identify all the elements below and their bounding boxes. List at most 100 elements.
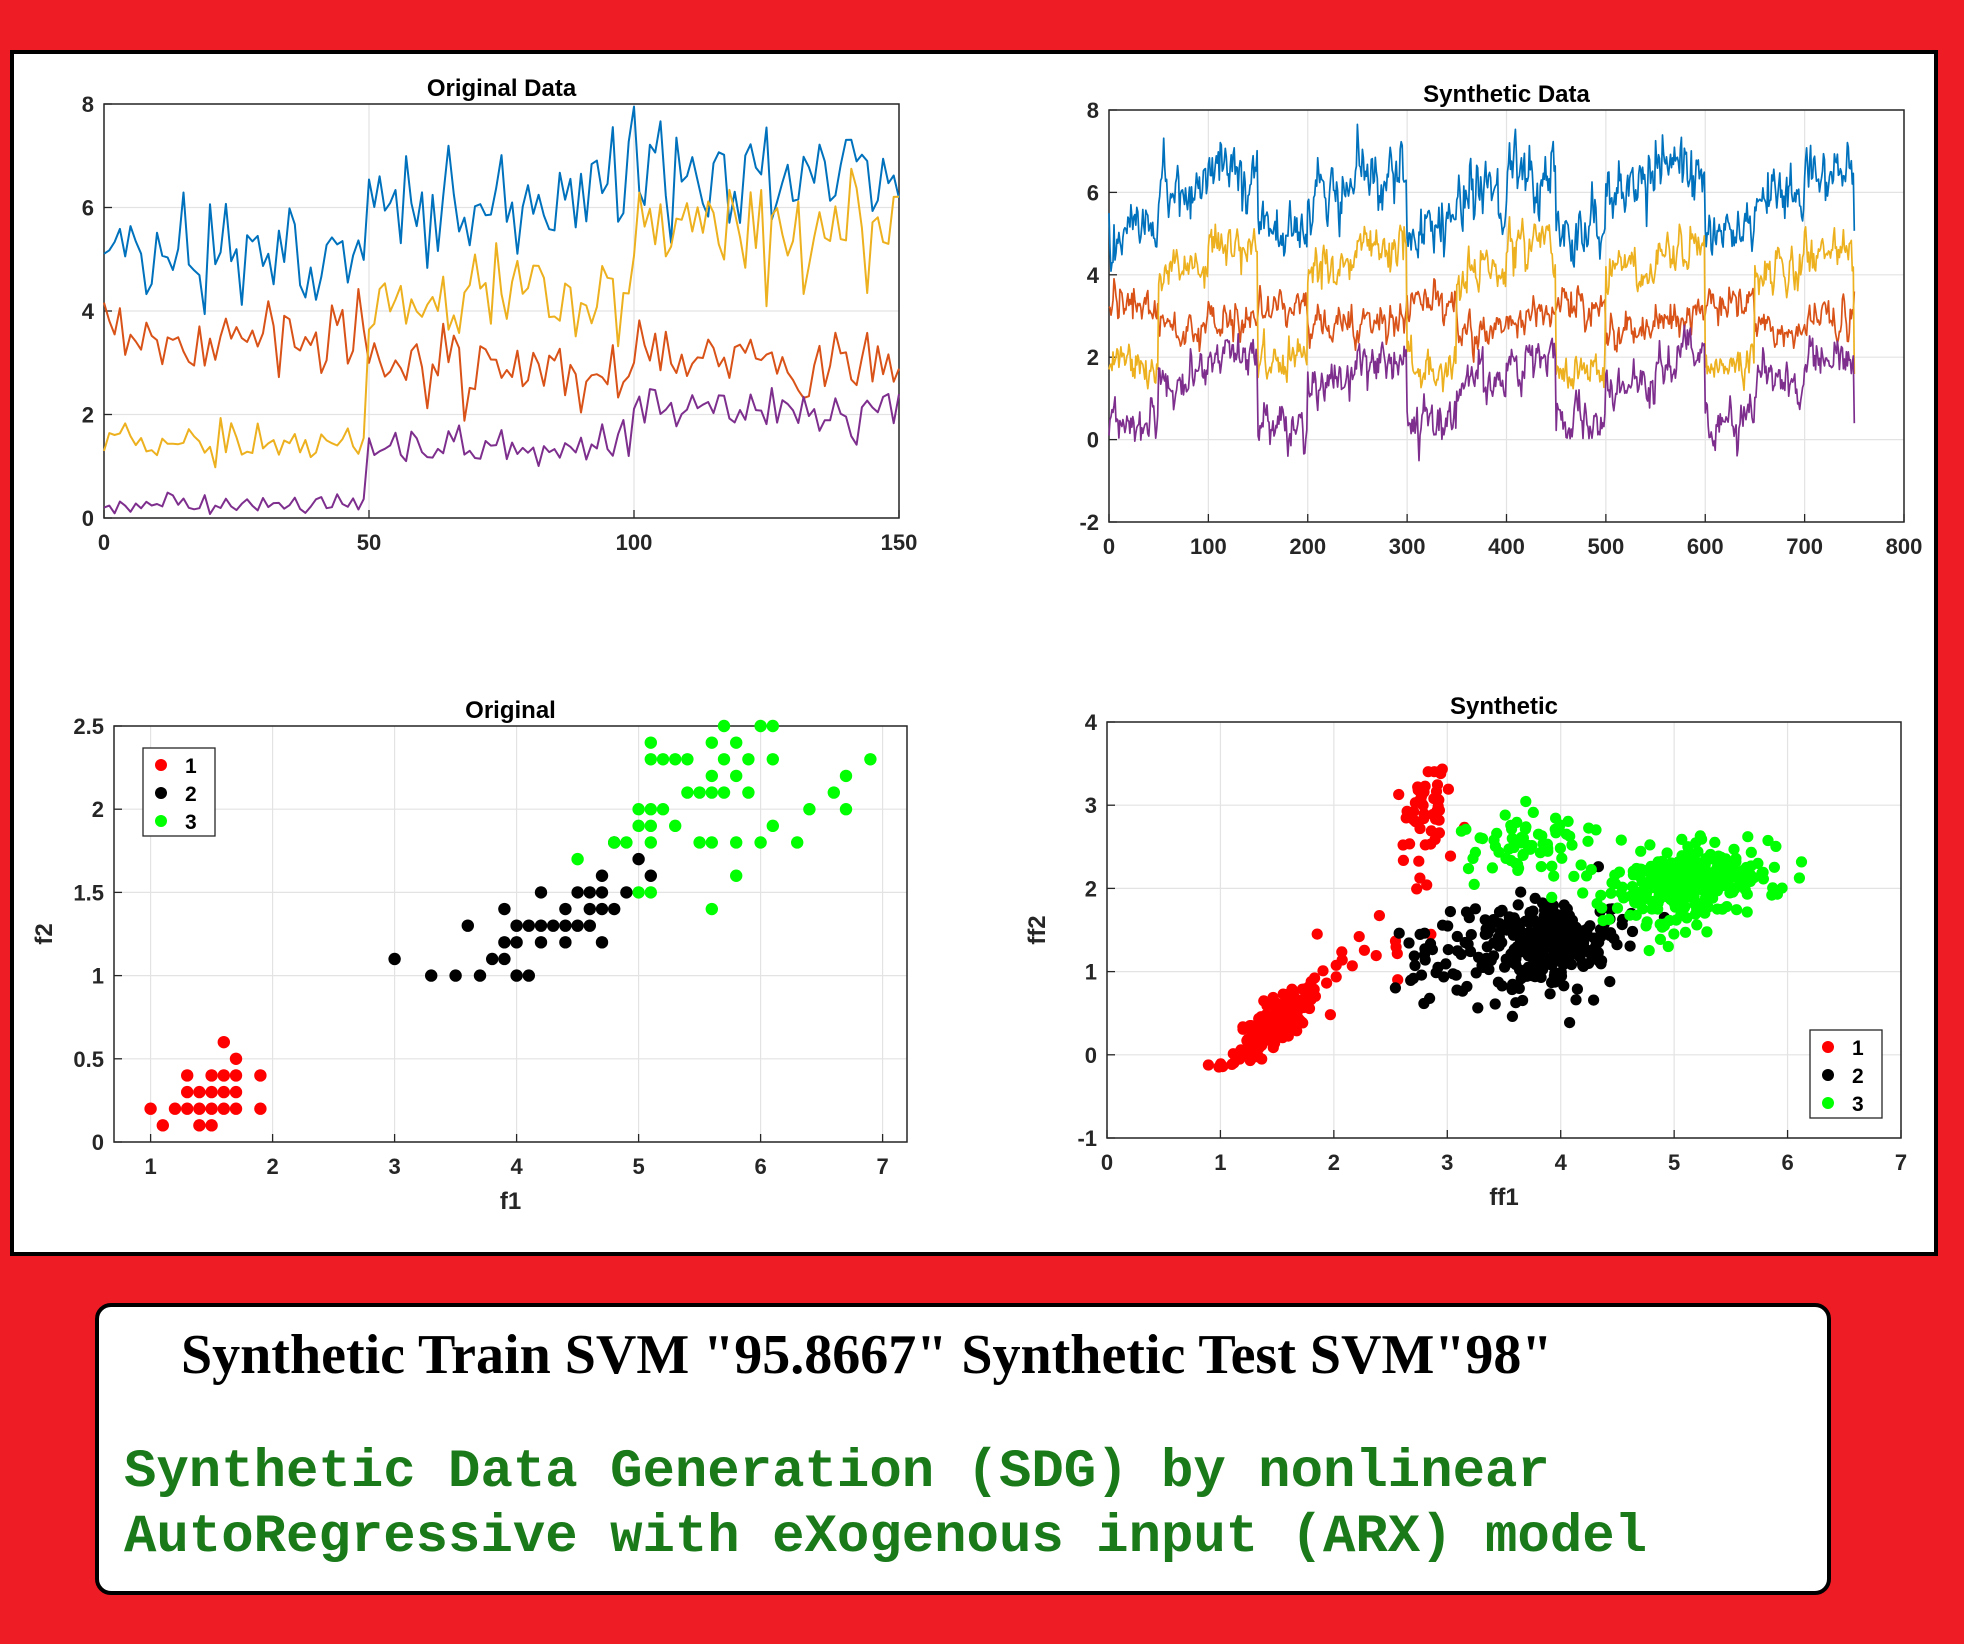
data-point-class-3 (1554, 819, 1566, 831)
data-point-class-3 (1605, 887, 1617, 899)
legend-label: 1 (1852, 1037, 1864, 1060)
data-point-class-1 (1414, 872, 1426, 884)
data-point-class-3 (1690, 866, 1702, 878)
data-point-class-1 (1413, 855, 1425, 867)
data-point-class-3 (1534, 847, 1546, 859)
data-point-class-2 (1558, 980, 1570, 992)
data-point-class-3 (1720, 853, 1732, 865)
legend-marker (1822, 1041, 1834, 1053)
data-point-class-3 (1699, 859, 1711, 871)
data-point-class-2 (644, 869, 657, 882)
data-point-class-3 (1710, 872, 1722, 884)
data-point-class-3 (1519, 823, 1531, 835)
data-point-class-1 (254, 1102, 267, 1115)
data-point-class-3 (1575, 859, 1587, 871)
data-point-class-2 (1479, 928, 1491, 941)
data-point-class-3 (1661, 869, 1673, 882)
original-scatter-points (144, 719, 877, 1132)
data-point-class-2 (1407, 972, 1419, 985)
data-point-class-2 (1506, 1010, 1518, 1023)
data-point-class-3 (1513, 862, 1525, 874)
data-point-class-3 (705, 736, 718, 749)
data-point-class-2 (1414, 928, 1426, 941)
data-point-class-2 (583, 886, 596, 899)
data-point-class-3 (1676, 833, 1688, 846)
data-point-class-2 (1572, 938, 1584, 950)
data-point-class-3 (730, 869, 743, 882)
legend-label: 3 (185, 811, 197, 834)
data-point-class-2 (1544, 914, 1556, 926)
x-tick-label: 0 (98, 530, 110, 555)
x-tick-label: 100 (1190, 534, 1227, 559)
data-point-class-3 (717, 786, 731, 799)
synthetic-scatter-points (1202, 763, 1808, 1073)
data-point-class-3 (1581, 870, 1593, 882)
data-point-class-3 (1546, 860, 1558, 872)
data-point-class-3 (669, 753, 682, 766)
data-point-class-2 (1591, 937, 1603, 950)
data-point-class-2 (1459, 936, 1471, 949)
data-point-class-1 (205, 1102, 218, 1115)
data-point-class-3 (1627, 865, 1639, 877)
x-tick-label: 300 (1389, 534, 1426, 559)
y-tick-label: 4 (82, 299, 95, 324)
data-point-class-3 (1679, 901, 1691, 913)
y-tick-label: 2 (92, 797, 104, 822)
data-point-class-2 (461, 919, 474, 932)
data-point-class-1 (1317, 965, 1329, 977)
data-point-class-3 (1689, 908, 1701, 920)
data-point-class-2 (1460, 906, 1473, 918)
synthetic-data-axes: 0 100 200 300 400 500 600 700 800-202468Syntheti… (1079, 81, 1922, 559)
data-point-class-1 (181, 1085, 194, 1099)
data-point-class-3 (1656, 921, 1668, 933)
x-tick-label: 2 (1328, 1150, 1340, 1175)
data-point-class-3 (717, 719, 731, 733)
synthetic-scatter-frame (1106, 721, 1902, 1139)
data-point-class-1 (1261, 997, 1273, 1009)
x-tick-label: 4 (510, 1154, 523, 1179)
data-point-class-3 (608, 836, 621, 849)
data-point-class-3 (620, 836, 633, 849)
data-point-class-2 (1517, 939, 1529, 952)
data-point-class-3 (730, 736, 743, 749)
synthetic-data-series-3 (1108, 215, 1856, 393)
data-point-class-3 (1768, 861, 1780, 873)
data-point-class-1 (1309, 990, 1321, 1002)
data-point-class-1 (1291, 1025, 1303, 1037)
original-data-axes: 0 50 100 150 0 2 4 6 8 Original Data (82, 75, 918, 555)
x-tick-label: 6 (1781, 1150, 1793, 1175)
x-tick-label: 7 (1895, 1150, 1907, 1175)
data-point-class-2 (498, 936, 511, 949)
data-point-class-2 (498, 902, 511, 916)
data-point-class-2 (1616, 919, 1628, 931)
data-point-class-3 (1716, 903, 1728, 915)
data-point-class-2 (534, 919, 548, 932)
x-tick-label: 5 (1668, 1150, 1680, 1175)
y-tick-label: -1 (1077, 1126, 1097, 1151)
data-point-class-2 (1442, 920, 1454, 932)
chart-title: Original Data (427, 75, 577, 102)
data-point-class-2 (1564, 915, 1576, 927)
data-point-class-3 (1535, 861, 1547, 873)
data-point-class-2 (1552, 952, 1564, 964)
data-point-class-3 (1583, 822, 1595, 834)
data-point-class-3 (1566, 839, 1578, 851)
x-tick-label: 6 (754, 1154, 766, 1179)
data-point-class-3 (1652, 856, 1664, 868)
y-tick-label: 1 (1085, 960, 1097, 985)
data-point-class-3 (1506, 823, 1518, 835)
data-point-class-2 (1450, 969, 1462, 981)
data-point-class-2 (1408, 950, 1420, 962)
data-point-class-3 (1603, 913, 1615, 926)
data-point-class-2 (1571, 983, 1583, 995)
data-point-class-2 (1469, 903, 1481, 915)
x-axis-label: f1 (500, 1188, 521, 1215)
data-point-class-1 (1246, 1029, 1258, 1041)
x-tick-label: 500 (1588, 534, 1625, 559)
data-point-class-3 (693, 836, 706, 849)
data-point-class-3 (791, 836, 804, 849)
x-tick-label: 150 (881, 530, 918, 555)
data-point-class-3 (1669, 881, 1681, 893)
data-point-class-2 (608, 902, 621, 916)
data-point-class-3 (1730, 856, 1742, 868)
